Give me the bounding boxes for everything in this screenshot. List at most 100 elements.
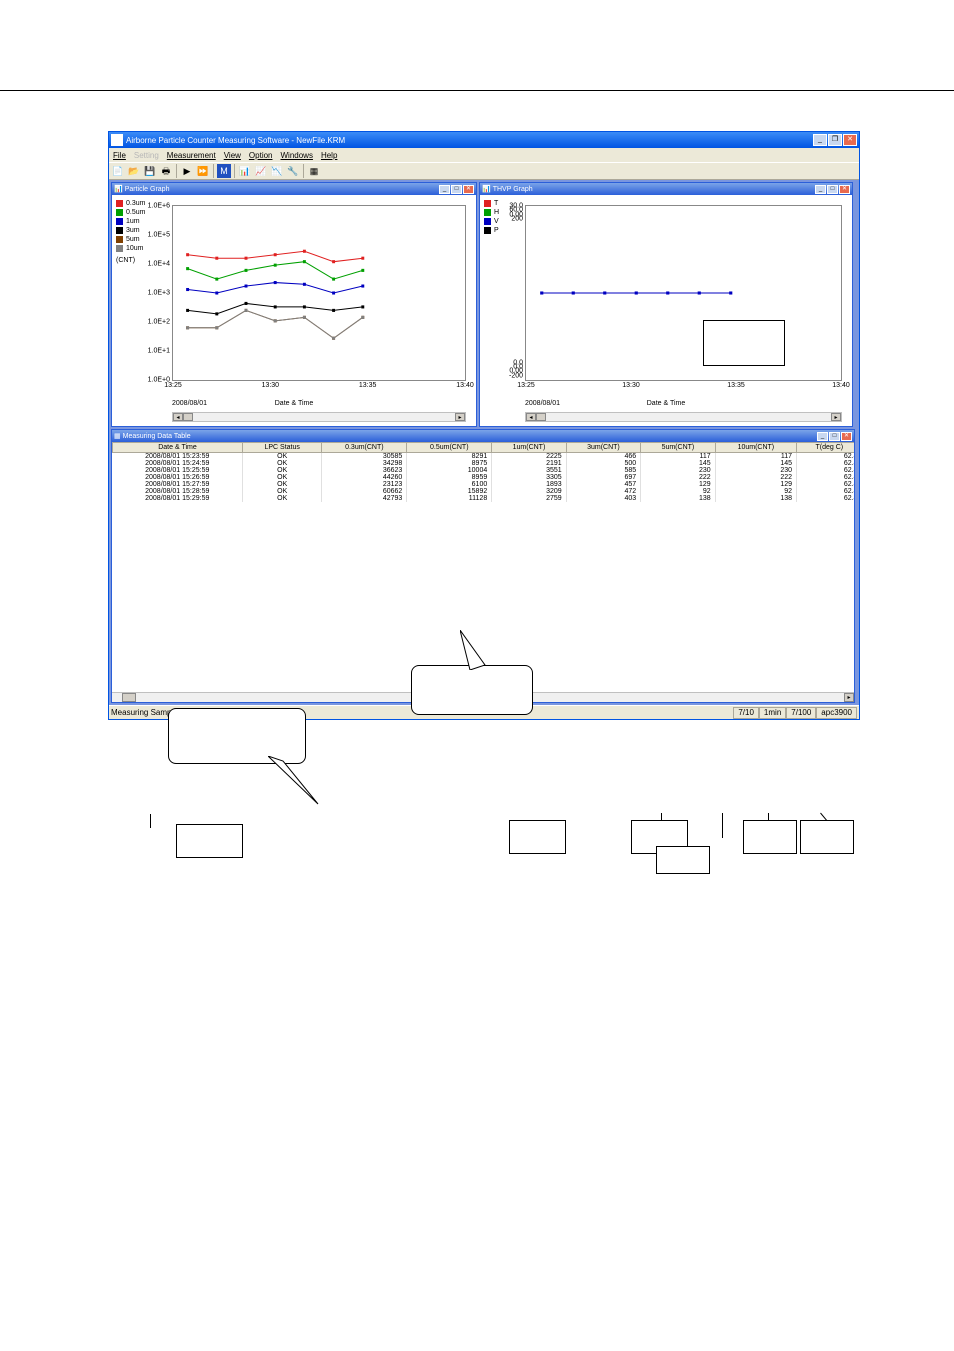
col-header[interactable]: Date & Time [113, 443, 243, 453]
tb-b[interactable]: ⏩ [196, 164, 210, 178]
table-row[interactable]: 2008/08/01 15:24:59OK3429889752191500145… [113, 460, 855, 467]
thvp-close[interactable]: ✕ [839, 185, 850, 194]
table-row[interactable]: 2008/08/01 15:23:59OK3058582912225466117… [113, 453, 855, 461]
thvp-title: THVP Graph [493, 186, 815, 193]
menu-view[interactable]: View [224, 151, 241, 160]
cell: 585 [566, 467, 640, 474]
tb-c[interactable]: M [217, 164, 231, 178]
pg-min[interactable]: _ [439, 185, 450, 194]
cell: 23123 [322, 481, 407, 488]
cell: 500 [566, 460, 640, 467]
particle-hscroll[interactable]: ◂ ▸ [172, 412, 466, 422]
restore-button[interactable]: ❐ [828, 134, 842, 146]
app-title: Airborne Particle Counter Measuring Soft… [126, 136, 813, 145]
y-tick: 1.0E+4 [148, 261, 173, 268]
status-count: 7/100 [786, 707, 816, 719]
tb-open[interactable]: 📂 [127, 164, 141, 178]
toolbar: 📄 📂 💾 🖶 ▶ ⏩ M 📊 📈 📉 🔧 ▦ [109, 162, 859, 180]
menu-windows[interactable]: Windows [281, 151, 313, 160]
cell: 8291 [407, 453, 492, 461]
cell: 403 [566, 495, 640, 502]
table-row[interactable]: 2008/08/01 15:29:59OK4279311128275940313… [113, 495, 855, 502]
col-header[interactable]: 0.5um(CNT) [407, 443, 492, 453]
cell: 2191 [492, 460, 566, 467]
particle-unit: (CNT) [116, 257, 135, 264]
particle-xlabel: Date & Time [275, 400, 314, 407]
cell: 92 [641, 488, 715, 495]
app-titlebar: Airborne Particle Counter Measuring Soft… [109, 132, 859, 148]
data-table-title: Measuring Data Table [123, 433, 817, 440]
table-row[interactable]: 2008/08/01 15:25:59OK3662310004355158523… [113, 467, 855, 474]
menu-option[interactable]: Option [249, 151, 273, 160]
status-interval: 1min [759, 707, 786, 719]
y-tick: -200 [509, 372, 526, 379]
col-header[interactable]: T(deg C) [797, 443, 854, 453]
y-tick: 200 [511, 216, 526, 223]
particle-chart-area: 1.0E+61.0E+51.0E+41.0E+31.0E+21.0E+11.0E… [172, 205, 466, 381]
thvp-hscroll[interactable]: ◂ ▸ [525, 412, 842, 422]
thvp-min[interactable]: _ [815, 185, 826, 194]
cell: 457 [566, 481, 640, 488]
table-row[interactable]: 2008/08/01 15:26:59OK4426089593305697222… [113, 474, 855, 481]
tb-f[interactable]: 📉 [270, 164, 284, 178]
pg-close[interactable]: ✕ [463, 185, 474, 194]
dt-min[interactable]: _ [817, 432, 828, 441]
particle-date: 2008/08/01 [172, 400, 207, 407]
cell: 138 [641, 495, 715, 502]
dt-close[interactable]: ✕ [841, 432, 852, 441]
cell: 92 [715, 488, 796, 495]
cell: OK [243, 481, 322, 488]
pg-max[interactable]: □ [451, 185, 462, 194]
col-header[interactable]: LPC Status [243, 443, 322, 453]
cell: 36623 [322, 467, 407, 474]
tb-g[interactable]: 🔧 [286, 164, 300, 178]
col-header[interactable]: 0.3um(CNT) [322, 443, 407, 453]
cell: OK [243, 460, 322, 467]
cell: OK [243, 488, 322, 495]
x-tick: 13:30 [622, 380, 640, 389]
legend-item: P [484, 226, 499, 235]
col-header[interactable]: 5um(CNT) [641, 443, 715, 453]
tb-e[interactable]: 📈 [254, 164, 268, 178]
col-header[interactable]: 1um(CNT) [492, 443, 566, 453]
cell: 60662 [322, 488, 407, 495]
tb-a[interactable]: ▶ [180, 164, 194, 178]
cell: 145 [641, 460, 715, 467]
minimize-button[interactable]: _ [813, 134, 827, 146]
col-header[interactable]: 3um(CNT) [566, 443, 640, 453]
x-tick: 13:30 [262, 380, 280, 389]
cell: 117 [641, 453, 715, 461]
menu-measurement[interactable]: Measurement [167, 151, 216, 160]
thvp-chart-area: 30.060.00.002000.00.00.00-20013:2513:301… [525, 205, 842, 381]
menubar: File Setting Measurement View Option Win… [109, 148, 859, 162]
tb-new[interactable]: 📄 [111, 164, 125, 178]
speech-status-tail [268, 756, 328, 806]
menu-help[interactable]: Help [321, 151, 337, 160]
table-row[interactable]: 2008/08/01 15:27:59OK2312361001893457129… [113, 481, 855, 488]
tb-print[interactable]: 🖶 [159, 164, 173, 178]
cell: 145 [715, 460, 796, 467]
cell: 129 [715, 481, 796, 488]
legend-item: 0.5um [116, 208, 145, 217]
cell: 30585 [322, 453, 407, 461]
cell: 2008/08/01 15:29:59 [113, 495, 243, 502]
cell: 6100 [407, 481, 492, 488]
cell: 138 [715, 495, 796, 502]
cell: 62.4 [797, 488, 854, 495]
tb-h[interactable]: ▦ [307, 164, 321, 178]
tb-d[interactable]: 📊 [238, 164, 252, 178]
cell: OK [243, 495, 322, 502]
thvp-max[interactable]: □ [827, 185, 838, 194]
table-row[interactable]: 2008/08/01 15:28:59OK6066215892320947292… [113, 488, 855, 495]
tb-save[interactable]: 💾 [143, 164, 157, 178]
close-button[interactable]: ✕ [843, 134, 857, 146]
thvp-xlabel: Date & Time [647, 400, 686, 407]
menu-file[interactable]: File [113, 151, 126, 160]
col-header[interactable]: 10um(CNT) [715, 443, 796, 453]
cell: 2008/08/01 15:26:59 [113, 474, 243, 481]
cell: 2008/08/01 15:27:59 [113, 481, 243, 488]
cell: 2008/08/01 15:24:59 [113, 460, 243, 467]
dt-max[interactable]: □ [829, 432, 840, 441]
y-tick: 1.0E+2 [148, 319, 173, 326]
menu-setting: Setting [134, 151, 159, 160]
